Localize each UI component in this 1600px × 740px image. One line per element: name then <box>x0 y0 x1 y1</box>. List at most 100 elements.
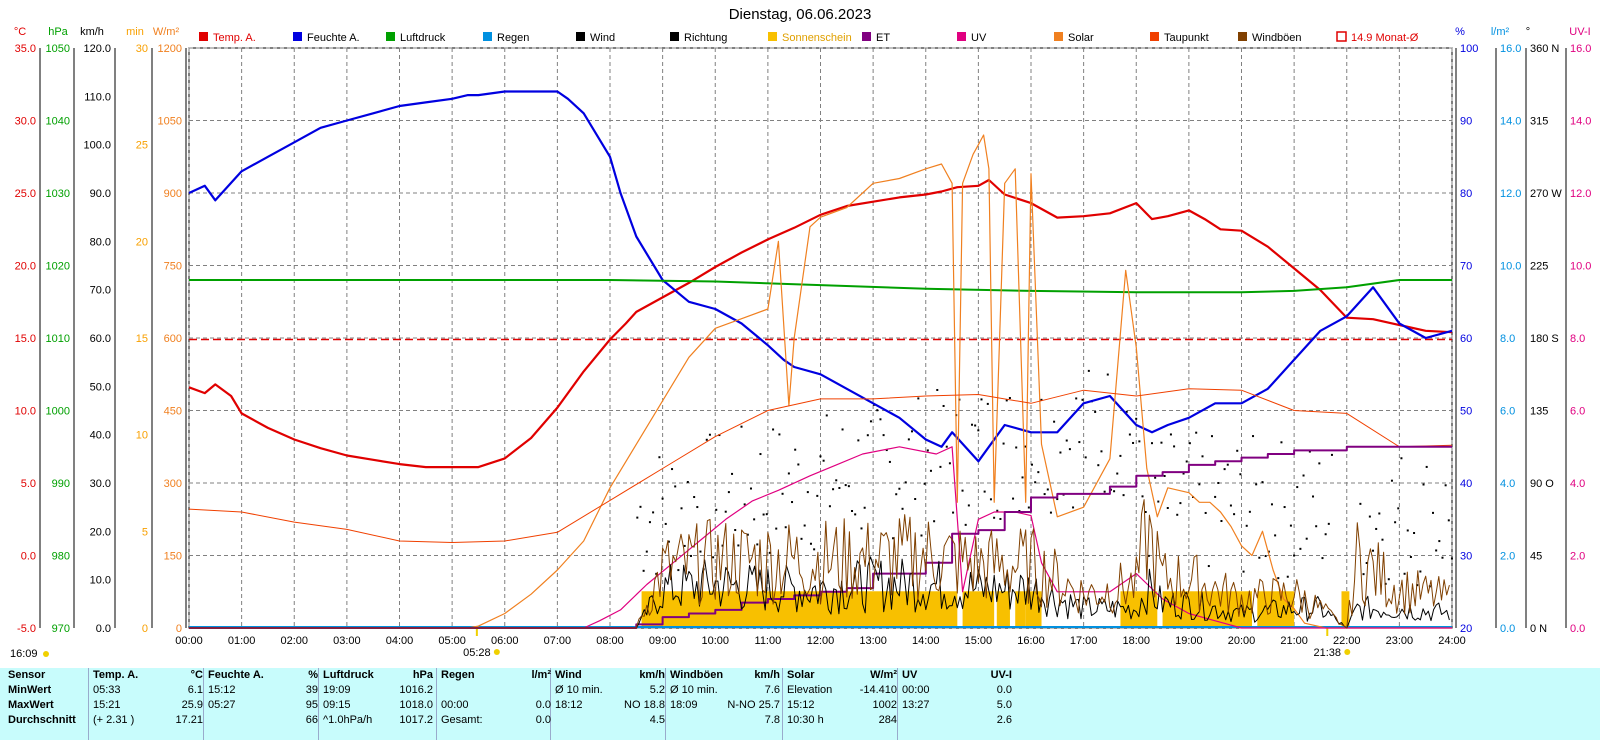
legend-swatch <box>1054 32 1063 41</box>
direction-point <box>1053 420 1056 423</box>
direction-point <box>1280 441 1283 444</box>
stats-cell-label: 15:21 <box>93 699 121 711</box>
direction-point <box>851 509 854 512</box>
stats-group-unit: km/h <box>639 669 665 681</box>
direction-point <box>1252 435 1255 438</box>
direction-point <box>1119 454 1122 457</box>
deg-axis-tick: 360 N <box>1530 43 1559 55</box>
legend-swatch <box>293 32 302 41</box>
direction-point <box>961 489 964 492</box>
direction-point <box>1450 557 1453 560</box>
hpa-axis-tick: 1020 <box>46 261 70 273</box>
legend-label: Richtung <box>684 32 727 44</box>
kmh-axis-tick: 60.0 <box>90 333 111 345</box>
stats-cell-label: 13:27 <box>902 699 930 711</box>
direction-point <box>791 501 794 504</box>
stats-row-label: MinWert <box>8 684 52 696</box>
direction-point <box>971 423 974 426</box>
direction-point <box>1034 481 1037 484</box>
temp-axis-tick: 10.0 <box>15 406 36 418</box>
legend-swatch <box>483 32 492 41</box>
direction-point <box>1242 570 1245 573</box>
direction-point <box>892 537 895 540</box>
deg-axis-tick: 90 O <box>1530 478 1554 490</box>
direction-point <box>1214 495 1217 498</box>
direction-point <box>1372 549 1375 552</box>
stats-group-title: Solar <box>787 669 815 681</box>
stats-row-label: Durchschnitt <box>8 714 76 726</box>
direction-point <box>1169 433 1172 436</box>
direction-point <box>1015 446 1018 449</box>
direction-point <box>1236 449 1239 452</box>
direction-point <box>721 544 724 547</box>
direction-point <box>1289 524 1292 527</box>
x-tick-label: 05:00 <box>438 635 466 647</box>
stats-cell-label: Ø 10 min. <box>555 684 603 696</box>
direction-point <box>693 496 696 499</box>
direction-point <box>743 503 746 506</box>
legend-swatch <box>199 32 208 41</box>
hpa-axis-tick: 1010 <box>46 333 70 345</box>
x-tick-label: 10:00 <box>701 635 729 647</box>
stats-group-title: Wind <box>555 669 582 681</box>
direction-point <box>1223 468 1226 471</box>
direction-point <box>1150 442 1153 445</box>
deg-axis-tick: 180 S <box>1530 333 1559 345</box>
hpa-axis-tick: 1050 <box>46 43 70 55</box>
lm2-axis-tick: 2.0 <box>1500 551 1515 563</box>
deg-axis-tick: 45 <box>1530 551 1542 563</box>
direction-point <box>1056 498 1059 501</box>
stats-column-divider <box>436 668 437 740</box>
legend-label: Sonnenschein <box>782 32 852 44</box>
direction-point <box>1384 582 1387 585</box>
direction-point <box>882 434 885 437</box>
direction-point <box>1046 488 1049 491</box>
pct-axis-tick: 100 <box>1460 43 1478 55</box>
uvi-axis-tick: 12.0 <box>1570 188 1591 200</box>
direction-point <box>989 498 992 501</box>
direction-point <box>835 479 838 482</box>
direction-point <box>1296 486 1299 489</box>
kmh-axis-tick: 50.0 <box>90 381 111 393</box>
pct-axis-tick: 60 <box>1460 333 1472 345</box>
current-time-marker <box>43 651 49 657</box>
min-axis-tick: 5 <box>142 526 148 538</box>
direction-point <box>1403 572 1406 575</box>
direction-point <box>911 430 914 433</box>
x-tick-label: 06:00 <box>491 635 519 647</box>
uvi-axis-tick: 2.0 <box>1570 551 1585 563</box>
direction-point <box>1024 445 1027 448</box>
direction-point <box>737 544 740 547</box>
direction-point <box>869 420 872 423</box>
x-tick-label: 14:00 <box>912 635 940 647</box>
direction-point <box>1255 483 1258 486</box>
series-line-temp-a- <box>188 178 1453 469</box>
direction-point <box>838 486 841 489</box>
legend-swatch <box>670 32 679 41</box>
direction-point <box>1438 540 1441 543</box>
direction-point <box>768 551 771 554</box>
direction-point <box>1293 554 1296 557</box>
direction-point <box>1147 554 1150 557</box>
direction-point <box>655 572 658 575</box>
sunrise-label: 05:28 <box>463 647 491 659</box>
x-tick-label: 18:00 <box>1122 635 1150 647</box>
direction-point <box>1037 471 1040 474</box>
stats-column-divider <box>88 668 89 740</box>
stats-cell-value: 2.6 <box>996 714 1012 726</box>
direction-point <box>1239 473 1242 476</box>
lm2-axis-tick: 0.0 <box>1500 623 1515 635</box>
direction-point <box>1375 527 1378 530</box>
kmh-axis-tick: 30.0 <box>90 478 111 490</box>
sunshine-block <box>1341 591 1350 628</box>
direction-point <box>857 439 860 442</box>
sunshine-block <box>641 591 958 628</box>
direction-point <box>923 482 926 485</box>
direction-point <box>1065 439 1068 442</box>
legend-swatch <box>1150 32 1159 41</box>
direction-point <box>648 521 651 524</box>
kmh-axis-tick: 100.0 <box>83 140 111 152</box>
x-tick-label: 24:00 <box>1438 635 1466 647</box>
direction-point <box>784 526 787 529</box>
uvi-axis-tick: 0.0 <box>1570 623 1585 635</box>
